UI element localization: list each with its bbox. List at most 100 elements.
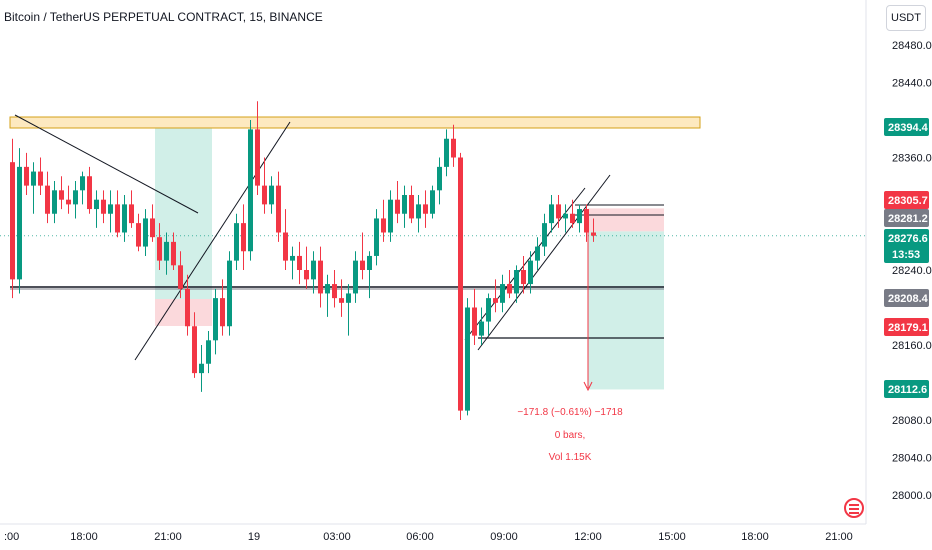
candle-body[interactable] xyxy=(458,157,463,411)
trendline-downtrend[interactable] xyxy=(14,114,199,214)
candle-body[interactable] xyxy=(535,246,540,261)
candle-body[interactable] xyxy=(10,162,15,280)
candle-body[interactable] xyxy=(304,270,309,280)
candle-body[interactable] xyxy=(577,209,582,224)
candle-body[interactable] xyxy=(283,232,288,261)
candle-body[interactable] xyxy=(353,260,358,294)
candle-body[interactable] xyxy=(213,298,218,341)
candle-body[interactable] xyxy=(444,138,449,167)
candle-body[interactable] xyxy=(94,199,99,210)
candle-body[interactable] xyxy=(402,195,407,214)
candle-body[interactable] xyxy=(45,185,50,214)
candle-body[interactable] xyxy=(507,284,512,294)
candle-body[interactable] xyxy=(290,255,295,261)
long-position-loss-zone[interactable] xyxy=(155,299,212,326)
price-tag[interactable] xyxy=(884,209,929,227)
candle-body[interactable] xyxy=(297,255,302,270)
candle-body[interactable] xyxy=(570,213,575,224)
candle-body[interactable] xyxy=(157,237,162,261)
candle-body[interactable] xyxy=(276,185,281,233)
candle-body[interactable] xyxy=(101,199,106,214)
candle-body[interactable] xyxy=(472,307,477,336)
candle-body[interactable] xyxy=(339,298,344,303)
resistance-zone[interactable] xyxy=(9,116,701,129)
candle-body[interactable] xyxy=(136,223,141,247)
candle-body[interactable] xyxy=(248,129,253,252)
candle-body[interactable] xyxy=(129,204,134,224)
currency-button[interactable]: USDT xyxy=(886,5,926,31)
candle-body[interactable] xyxy=(31,171,36,186)
short-position-profit-zone[interactable] xyxy=(588,231,664,390)
price-tag[interactable] xyxy=(884,229,929,263)
price-tag[interactable] xyxy=(884,191,929,209)
candle-body[interactable] xyxy=(514,270,519,294)
candle-body[interactable] xyxy=(17,166,22,280)
candle-body[interactable] xyxy=(80,176,85,191)
candle-body[interactable] xyxy=(38,171,43,186)
candle-body[interactable] xyxy=(150,218,155,238)
candle-body[interactable] xyxy=(178,265,183,289)
candle-body[interactable] xyxy=(423,204,428,214)
candle-body[interactable] xyxy=(73,190,78,205)
candle-body[interactable] xyxy=(206,340,211,364)
tradingview-logo-icon[interactable] xyxy=(844,498,864,518)
candle-body[interactable] xyxy=(493,298,498,303)
candle-body[interactable] xyxy=(227,260,232,327)
candle-body[interactable] xyxy=(87,176,92,210)
candle-body[interactable] xyxy=(346,293,351,303)
candle-body[interactable] xyxy=(388,199,393,233)
candle-body[interactable] xyxy=(486,298,491,322)
candle-body[interactable] xyxy=(416,204,421,219)
candle-body[interactable] xyxy=(269,185,274,205)
candle-body[interactable] xyxy=(143,218,148,247)
candle-body[interactable] xyxy=(549,204,554,224)
candle-body[interactable] xyxy=(164,241,169,261)
candle-body[interactable] xyxy=(465,307,470,411)
candle-body[interactable] xyxy=(318,260,323,294)
trendline-uptrend-2[interactable] xyxy=(477,174,611,351)
candle-body[interactable] xyxy=(437,166,442,191)
candle-body[interactable] xyxy=(122,204,127,233)
candle-body[interactable] xyxy=(325,284,330,294)
candle-body[interactable] xyxy=(479,321,484,336)
candle-body[interactable] xyxy=(171,241,176,266)
candle-body[interactable] xyxy=(220,298,225,327)
candle-body[interactable] xyxy=(192,326,197,374)
candle-body[interactable] xyxy=(563,213,568,219)
candle-body[interactable] xyxy=(360,260,365,270)
candle-body[interactable] xyxy=(66,199,71,205)
candle-body[interactable] xyxy=(430,190,435,214)
candle-body[interactable] xyxy=(332,284,337,299)
candle-body[interactable] xyxy=(374,218,379,256)
price-tag[interactable] xyxy=(884,380,929,398)
trendline-uptrend-2-lower[interactable] xyxy=(464,187,586,341)
candle-body[interactable] xyxy=(185,288,190,327)
candle-body[interactable] xyxy=(199,363,204,374)
candle-body[interactable] xyxy=(500,284,505,303)
candle-body[interactable] xyxy=(108,204,113,214)
candle-body[interactable] xyxy=(234,223,239,261)
candle-body[interactable] xyxy=(528,260,533,285)
candle-body[interactable] xyxy=(115,204,120,233)
price-tag[interactable] xyxy=(884,289,929,307)
candle-body[interactable] xyxy=(409,195,414,219)
candle-body[interactable] xyxy=(241,223,246,252)
candle-body[interactable] xyxy=(584,209,589,233)
short-position-loss-zone[interactable] xyxy=(588,208,664,232)
candle-body[interactable] xyxy=(451,138,456,158)
long-position-profit-zone[interactable] xyxy=(155,127,212,299)
candle-body[interactable] xyxy=(262,185,267,205)
candle-body[interactable] xyxy=(542,223,547,247)
candle-body[interactable] xyxy=(395,199,400,214)
candle-body[interactable] xyxy=(24,166,29,186)
candle-body[interactable] xyxy=(311,260,316,280)
candle-body[interactable] xyxy=(59,190,64,200)
candle-body[interactable] xyxy=(556,204,561,219)
candle-body[interactable] xyxy=(381,218,386,233)
candle-body[interactable] xyxy=(591,232,596,236)
candle-body[interactable] xyxy=(521,270,526,285)
price-tag[interactable] xyxy=(884,318,929,336)
candle-body[interactable] xyxy=(255,129,260,186)
